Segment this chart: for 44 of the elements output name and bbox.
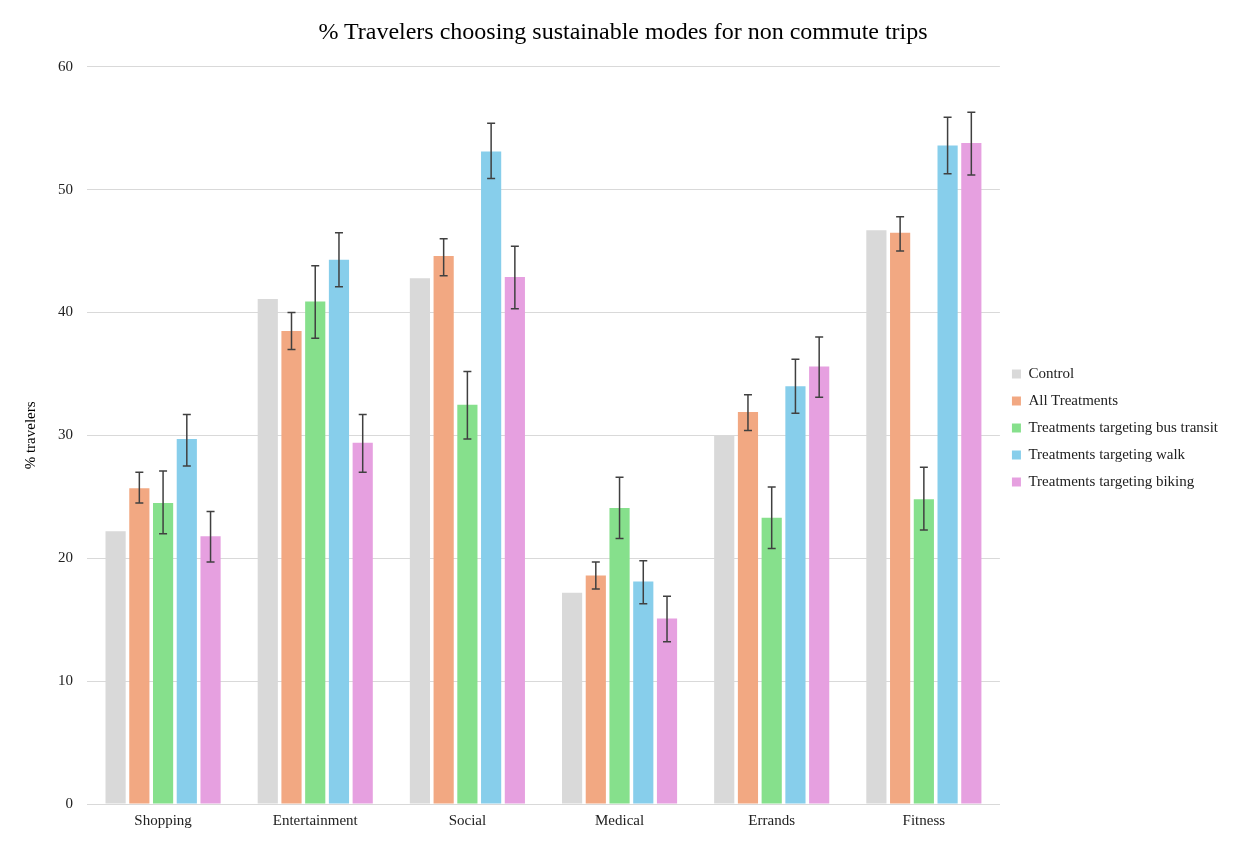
bar bbox=[481, 151, 502, 804]
bar bbox=[785, 386, 806, 804]
bar bbox=[457, 404, 478, 804]
bar bbox=[129, 488, 150, 804]
y-tick-label: 0 bbox=[65, 794, 73, 811]
y-tick-label: 20 bbox=[58, 549, 73, 566]
bar bbox=[633, 581, 654, 804]
bar bbox=[176, 439, 197, 804]
bar bbox=[305, 301, 326, 804]
bar bbox=[152, 502, 174, 804]
bar bbox=[890, 232, 911, 804]
bar bbox=[433, 256, 454, 804]
y-tick-label: 60 bbox=[58, 57, 73, 74]
chart-title: % Travelers choosing sustainable modes for non commute trips bbox=[318, 17, 928, 44]
legend-label: Treatments targeting bus transit bbox=[1028, 418, 1219, 435]
bar bbox=[937, 145, 958, 804]
bar bbox=[656, 618, 678, 804]
bar bbox=[761, 517, 782, 804]
bar bbox=[737, 412, 759, 804]
y-tick-label: 10 bbox=[58, 672, 73, 689]
bar bbox=[352, 442, 373, 804]
x-tick-label: Fitness bbox=[902, 811, 946, 828]
bar bbox=[609, 507, 630, 804]
bar bbox=[328, 259, 350, 804]
y-tick-label: 30 bbox=[58, 426, 73, 443]
bar bbox=[281, 330, 302, 804]
bar bbox=[200, 536, 221, 804]
legend-label: Treatments targeting biking bbox=[1028, 472, 1195, 489]
x-tick-label: Medical bbox=[594, 811, 645, 828]
x-tick-label: Social bbox=[448, 811, 487, 828]
y-tick-label: 50 bbox=[58, 180, 73, 197]
legend-label: All Treatments bbox=[1028, 391, 1119, 408]
bar bbox=[913, 499, 934, 804]
x-tick-label: Errands bbox=[748, 811, 796, 828]
bar bbox=[585, 575, 606, 804]
legend-label: Control bbox=[1028, 364, 1075, 381]
bar bbox=[809, 366, 830, 804]
x-tick-label: Entertainment bbox=[272, 811, 359, 828]
bar bbox=[504, 276, 525, 804]
y-axis-title: % travelers bbox=[21, 401, 38, 470]
x-tick-label: Shopping bbox=[134, 811, 193, 828]
legend-label: Treatments targeting walk bbox=[1028, 445, 1186, 462]
bar bbox=[961, 142, 982, 804]
y-tick-label: 40 bbox=[58, 303, 73, 320]
